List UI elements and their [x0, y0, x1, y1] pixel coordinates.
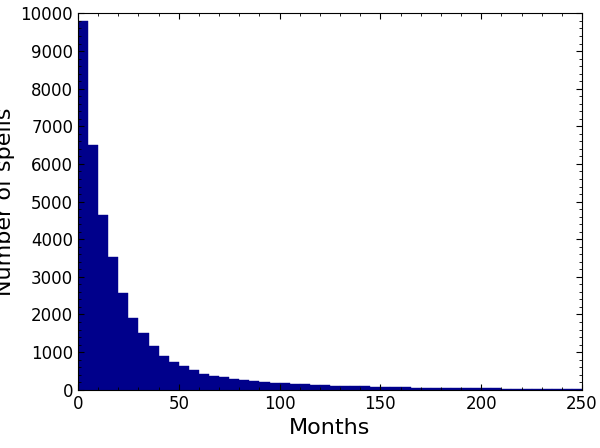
- Bar: [219, 377, 229, 390]
- Bar: [340, 386, 350, 390]
- Bar: [179, 366, 189, 390]
- Bar: [471, 388, 481, 390]
- Bar: [300, 384, 310, 390]
- Bar: [209, 376, 219, 390]
- Bar: [370, 387, 380, 390]
- Bar: [562, 389, 572, 390]
- Bar: [199, 374, 209, 390]
- Bar: [229, 379, 239, 390]
- Bar: [320, 385, 330, 390]
- Bar: [502, 388, 511, 390]
- Bar: [250, 381, 259, 390]
- Bar: [280, 383, 290, 390]
- Bar: [491, 388, 502, 390]
- Bar: [421, 388, 431, 390]
- Bar: [310, 385, 320, 390]
- Bar: [330, 386, 340, 390]
- Bar: [410, 388, 421, 390]
- Bar: [401, 388, 410, 390]
- Bar: [108, 257, 118, 390]
- Bar: [521, 389, 532, 390]
- Bar: [118, 293, 128, 390]
- Bar: [532, 389, 542, 390]
- Bar: [360, 387, 370, 390]
- Bar: [350, 386, 360, 390]
- Bar: [461, 388, 471, 390]
- Bar: [259, 382, 269, 390]
- Y-axis label: Number of spells: Number of spells: [0, 108, 15, 296]
- Bar: [380, 387, 391, 390]
- Bar: [441, 388, 451, 390]
- Bar: [481, 388, 491, 390]
- Bar: [572, 389, 582, 390]
- Bar: [158, 356, 169, 390]
- Bar: [128, 318, 139, 390]
- Bar: [88, 145, 98, 390]
- Bar: [552, 389, 562, 390]
- Bar: [169, 362, 179, 390]
- X-axis label: Months: Months: [289, 418, 371, 438]
- Bar: [239, 380, 250, 390]
- Bar: [290, 384, 300, 390]
- Bar: [139, 333, 149, 390]
- Bar: [511, 388, 521, 390]
- Bar: [78, 21, 88, 390]
- Bar: [431, 388, 441, 390]
- Bar: [451, 388, 461, 390]
- Bar: [269, 383, 280, 390]
- Bar: [542, 389, 552, 390]
- Bar: [98, 215, 108, 390]
- Bar: [189, 370, 199, 390]
- Bar: [391, 387, 401, 390]
- Bar: [149, 346, 158, 390]
